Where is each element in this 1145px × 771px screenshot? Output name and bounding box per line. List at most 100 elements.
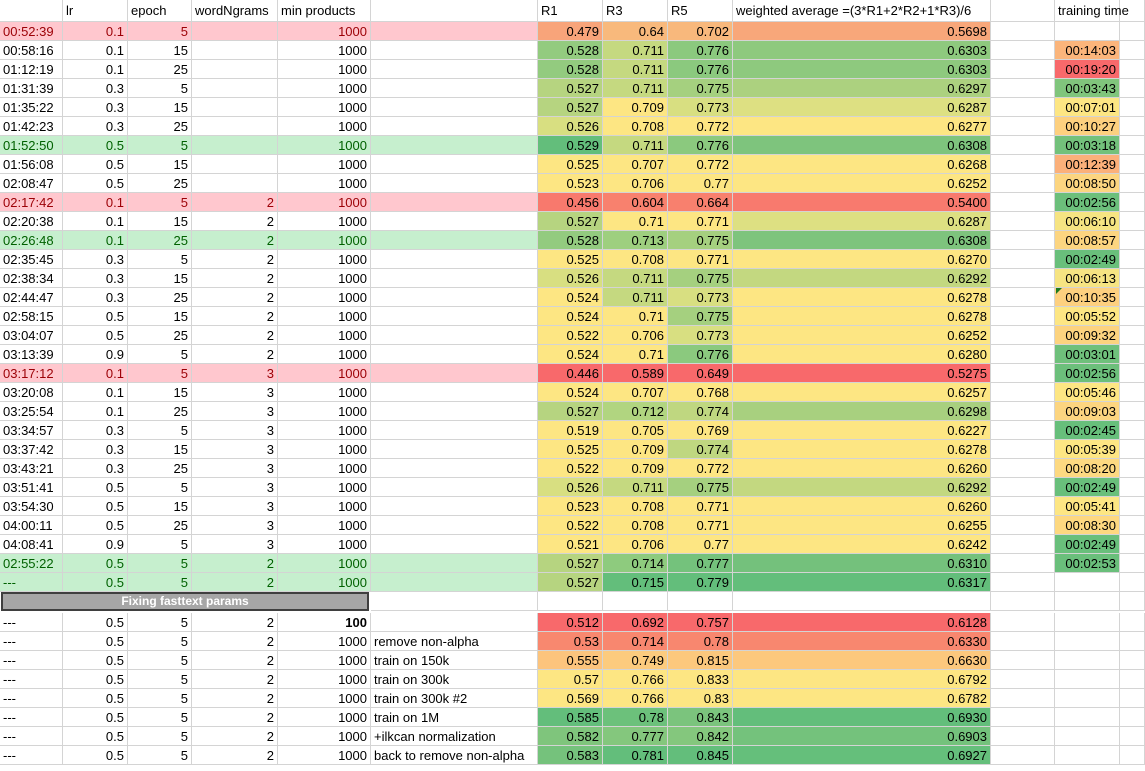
cell-time[interactable]: 01:31:39 xyxy=(0,79,63,98)
cell-wavg[interactable]: 0.6308 xyxy=(733,231,991,250)
cell-ttime[interactable]: 00:09:32 xyxy=(1055,326,1120,345)
cell-wavg[interactable]: 0.6278 xyxy=(733,288,991,307)
cell-note[interactable] xyxy=(371,402,538,421)
cell-note[interactable]: remove non-alpha xyxy=(371,632,538,651)
cell-r5[interactable]: 0.843 xyxy=(668,708,733,727)
cell-ngrams[interactable] xyxy=(192,117,278,136)
cell-r3[interactable]: 0.71 xyxy=(603,307,668,326)
cell-time[interactable]: 01:35:22 xyxy=(0,98,63,117)
cell-time[interactable]: 03:51:41 xyxy=(0,478,63,497)
cell-lr[interactable]: 0.5 xyxy=(63,670,128,689)
cell-epoch[interactable]: 5 xyxy=(128,573,192,592)
cell-epoch[interactable]: 5 xyxy=(128,708,192,727)
cell-time[interactable]: --- xyxy=(0,651,63,670)
cell-gap[interactable] xyxy=(991,345,1055,364)
cell-minp[interactable]: 1000 xyxy=(278,651,371,670)
cell-lr[interactable]: 0.5 xyxy=(63,727,128,746)
cell-r3[interactable]: 0.781 xyxy=(603,746,668,765)
cell-minp[interactable]: 1000 xyxy=(278,497,371,516)
cell-ngrams[interactable]: 2 xyxy=(192,231,278,250)
cell-note[interactable] xyxy=(371,174,538,193)
cell-ttime[interactable]: 00:05:46 xyxy=(1055,383,1120,402)
cell-r1[interactable]: 0.446 xyxy=(538,364,603,383)
cell-note[interactable] xyxy=(371,326,538,345)
cell-ttime[interactable]: 00:09:03 xyxy=(1055,402,1120,421)
cell-r1[interactable]: 0.528 xyxy=(538,41,603,60)
cell-epoch[interactable]: 15 xyxy=(128,269,192,288)
cell-lr[interactable]: 0.1 xyxy=(63,22,128,41)
cell-r3[interactable]: 0.707 xyxy=(603,155,668,174)
cell-empty[interactable] xyxy=(1120,651,1145,670)
cell-empty[interactable] xyxy=(991,670,1055,689)
cell-r5[interactable]: 0.775 xyxy=(668,478,733,497)
cell-wavg[interactable]: 0.6252 xyxy=(733,174,991,193)
cell-note[interactable] xyxy=(371,459,538,478)
cell-empty[interactable] xyxy=(1055,651,1120,670)
cell-r1[interactable]: 0.528 xyxy=(538,231,603,250)
cell-lr[interactable]: 0.3 xyxy=(63,79,128,98)
cell-ngrams[interactable]: 2 xyxy=(192,632,278,651)
cell-gap[interactable] xyxy=(991,60,1055,79)
cell-epoch[interactable]: 5 xyxy=(128,670,192,689)
cell-time[interactable]: 00:58:16 xyxy=(0,41,63,60)
cell-minp[interactable]: 1000 xyxy=(278,307,371,326)
cell-gap[interactable] xyxy=(991,364,1055,383)
cell-ngrams[interactable]: 2 xyxy=(192,613,278,632)
cell-time[interactable]: 03:17:12 xyxy=(0,364,63,383)
cell-note[interactable] xyxy=(371,79,538,98)
cell-r5[interactable]: 0.771 xyxy=(668,497,733,516)
cell-r1[interactable]: 0.526 xyxy=(538,478,603,497)
cell-ttime[interactable]: 00:02:53 xyxy=(1055,554,1120,573)
cell-minp[interactable]: 1000 xyxy=(278,193,371,212)
cell-r5[interactable]: 0.772 xyxy=(668,117,733,136)
cell-note[interactable] xyxy=(371,41,538,60)
cell-empty[interactable] xyxy=(1120,516,1145,535)
cell-minp[interactable]: 1000 xyxy=(278,727,371,746)
cell-r1[interactable]: 0.522 xyxy=(538,516,603,535)
cell-gap[interactable] xyxy=(991,535,1055,554)
cell-gap[interactable] xyxy=(991,98,1055,117)
cell-r5[interactable]: 0.775 xyxy=(668,79,733,98)
cell-epoch[interactable]: 5 xyxy=(128,22,192,41)
cell-ngrams[interactable]: 2 xyxy=(192,250,278,269)
cell-ngrams[interactable]: 2 xyxy=(192,746,278,765)
cell-epoch[interactable]: 5 xyxy=(128,651,192,670)
cell-empty[interactable] xyxy=(1055,632,1120,651)
cell-lr[interactable]: 0.3 xyxy=(63,288,128,307)
cell-minp[interactable]: 1000 xyxy=(278,364,371,383)
header-cell-gap[interactable] xyxy=(991,0,1055,22)
cell-r3[interactable]: 0.708 xyxy=(603,497,668,516)
cell-ttime[interactable]: 00:02:49 xyxy=(1055,478,1120,497)
cell-lr[interactable]: 0.5 xyxy=(63,516,128,535)
cell-ttime[interactable]: 00:08:20 xyxy=(1055,459,1120,478)
cell-r1[interactable]: 0.527 xyxy=(538,573,603,592)
cell-ngrams[interactable]: 3 xyxy=(192,440,278,459)
cell-r3[interactable]: 0.78 xyxy=(603,708,668,727)
cell-lr[interactable]: 0.5 xyxy=(63,136,128,155)
cell-gap[interactable] xyxy=(991,174,1055,193)
cell-r3[interactable]: 0.749 xyxy=(603,651,668,670)
cell-time[interactable]: 01:12:19 xyxy=(0,60,63,79)
cell-r3[interactable]: 0.64 xyxy=(603,22,668,41)
cell-r5[interactable]: 0.776 xyxy=(668,345,733,364)
cell-r1[interactable]: 0.519 xyxy=(538,421,603,440)
cell-wavg[interactable]: 0.6792 xyxy=(733,670,991,689)
cell-r5[interactable]: 0.833 xyxy=(668,670,733,689)
cell-r3[interactable]: 0.711 xyxy=(603,79,668,98)
cell-minp[interactable]: 1000 xyxy=(278,632,371,651)
cell-minp[interactable]: 1000 xyxy=(278,535,371,554)
header-cell-ttime[interactable]: training time xyxy=(1055,0,1129,22)
cell-gap[interactable] xyxy=(991,212,1055,231)
cell-epoch[interactable]: 15 xyxy=(128,440,192,459)
cell-wavg[interactable]: 0.6270 xyxy=(733,250,991,269)
cell-time[interactable]: 02:20:38 xyxy=(0,212,63,231)
cell-lr[interactable]: 0.3 xyxy=(63,421,128,440)
cell-r3[interactable]: 0.709 xyxy=(603,98,668,117)
cell-r1[interactable]: 0.529 xyxy=(538,136,603,155)
cell-time[interactable]: 03:04:07 xyxy=(0,326,63,345)
cell-ngrams[interactable]: 2 xyxy=(192,573,278,592)
cell-r5[interactable]: 0.776 xyxy=(668,41,733,60)
cell-minp[interactable]: 1000 xyxy=(278,136,371,155)
cell-wavg[interactable]: 0.6260 xyxy=(733,459,991,478)
